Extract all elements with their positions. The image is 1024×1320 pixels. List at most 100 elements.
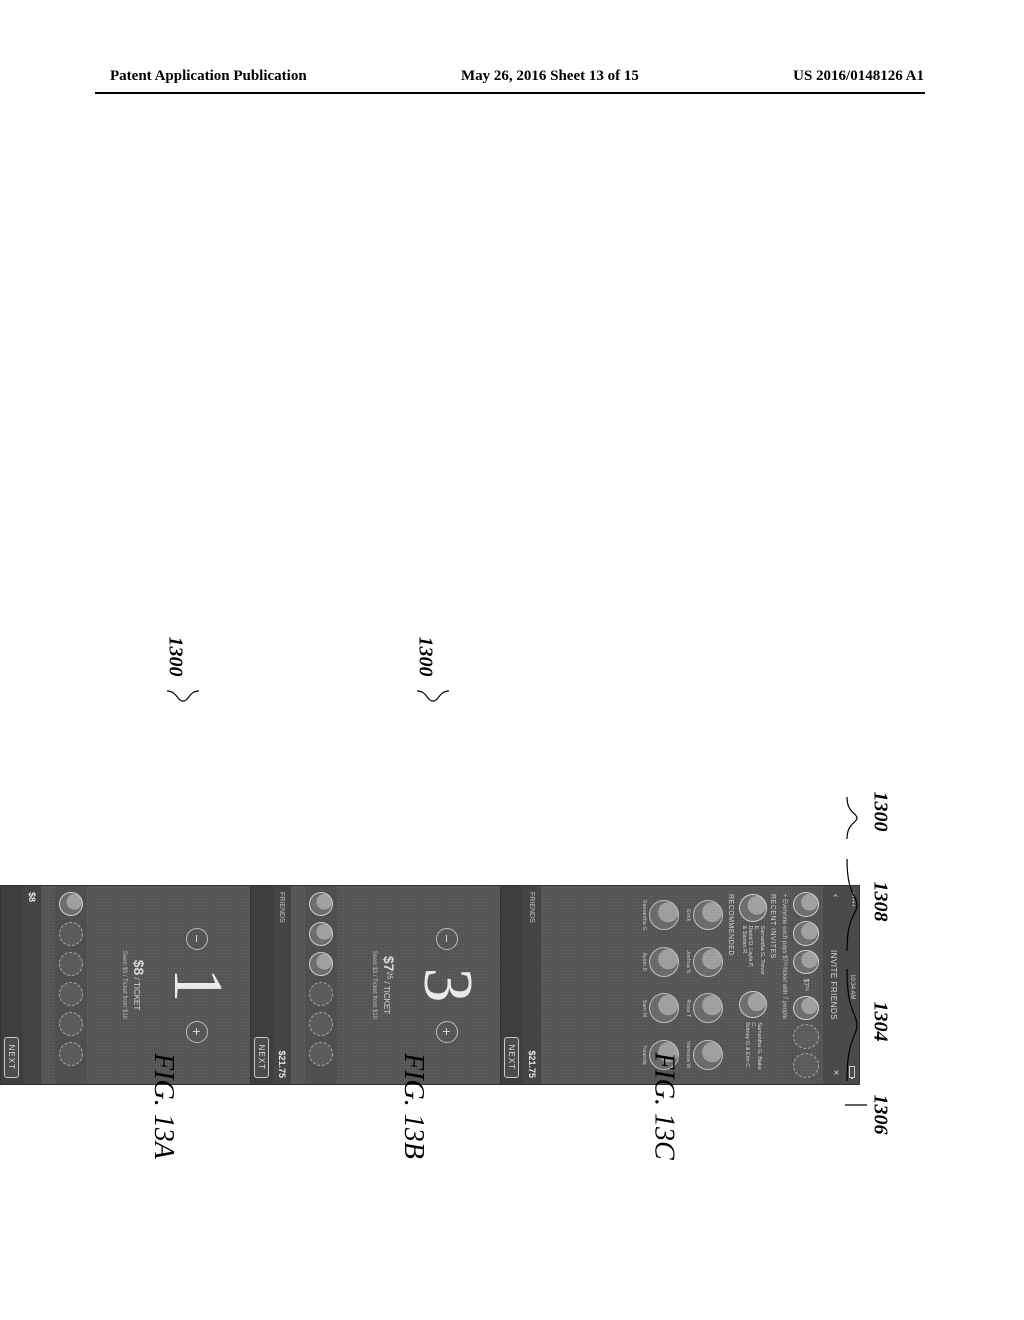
next-row: NEXT <box>501 886 523 1084</box>
rnr1: Samantha G, Blake C, <box>750 1022 762 1076</box>
next-button[interactable]: NEXT <box>505 1037 520 1078</box>
bottom-bar: $8 <box>23 886 41 1084</box>
price-hint: Seen $3 / Ticket from $10 <box>371 886 377 1084</box>
total-amount: $21.75 <box>277 1050 287 1078</box>
next-button[interactable]: NEXT <box>255 1037 270 1078</box>
recent-names-2: Samantha G, Blake C, Britney G & Erin C <box>744 1022 762 1076</box>
price-unit: / TICKET <box>132 978 141 1011</box>
recent-label: RECENT INVITES <box>769 886 779 1084</box>
next-row: NEXT <box>1 886 23 1084</box>
figure-stage: ••••• 10:34 AM BUY TICKETS × GET ON UP E… <box>95 155 925 1205</box>
friend-cell[interactable]: Joshua N <box>685 941 723 984</box>
ref-1300-b: 1300 <box>414 637 437 677</box>
recommended-label: RECOMMENDED <box>727 886 737 1084</box>
avatar-filled[interactable] <box>309 922 333 946</box>
title-bar: ‹ INVITE FRIENDS × <box>823 886 845 1084</box>
friend-name: Joshua N <box>685 950 691 973</box>
avatar-icon <box>693 1040 723 1070</box>
friend-name: Rosa T <box>685 999 691 1017</box>
total-amount: $21.75 <box>527 1050 537 1078</box>
friend-name: Sam M <box>641 1000 647 1017</box>
avatar-empty[interactable] <box>309 1042 333 1066</box>
recent-group-2[interactable]: Samantha G, Blake C, Britney G & Erin C <box>739 991 767 1076</box>
next-row: NEXT <box>251 886 273 1084</box>
friend-cell[interactable]: Erick <box>685 894 723 937</box>
friend-cell[interactable]: Vanessa W <box>685 1034 723 1077</box>
rn1: Samantha G, Trevor E, <box>753 926 765 981</box>
bottom-bar: FRIENDS $21.75 <box>273 886 291 1084</box>
friend-name: Vanessa W <box>685 1041 691 1069</box>
avatar-empty[interactable] <box>59 1042 83 1066</box>
avatar-empty[interactable] <box>309 1012 333 1036</box>
avatar-icon <box>693 947 723 977</box>
ticket-count: 1 <box>162 968 232 1003</box>
recent-row: Samantha G, Trevor E, David D, Layla P, … <box>737 886 769 1084</box>
next-button[interactable]: NEXT <box>5 1037 20 1078</box>
avatar-filled[interactable] <box>793 892 819 917</box>
price-unit: / TICKET <box>382 981 391 1014</box>
strip-price: $7²⁵ <box>803 978 810 991</box>
avatar-strip <box>55 886 87 1084</box>
rn2: David D, Layla P, <box>747 926 753 981</box>
recent-names-1: Samantha G, Trevor E, David D, Layla P, … <box>741 926 765 981</box>
avatar-icon <box>739 991 767 1019</box>
minus-button[interactable]: − <box>436 928 458 950</box>
price-main: $7 <box>381 956 397 972</box>
avatar-icon <box>739 894 767 922</box>
price-row: $8 / TICKET <box>131 886 147 1084</box>
friend-cell[interactable]: Rosa T <box>685 987 723 1030</box>
avatar-empty[interactable] <box>59 922 83 946</box>
friend-cell[interactable]: Samantha G <box>641 894 679 937</box>
ticket-count: 3 <box>412 968 482 1003</box>
avatar-filled[interactable] <box>793 996 819 1021</box>
price-main: $8 <box>131 960 147 976</box>
avatar-icon <box>649 900 679 930</box>
plus-button[interactable]: + <box>186 1021 208 1043</box>
back-icon[interactable]: ‹ <box>830 894 841 898</box>
avatar-empty[interactable] <box>793 1053 819 1078</box>
plus-button[interactable]: + <box>436 1021 458 1043</box>
minus-button[interactable]: − <box>186 928 208 950</box>
avatar-empty[interactable] <box>59 982 83 1006</box>
avatar-strip <box>305 886 337 1084</box>
avatar-icon <box>649 993 679 1023</box>
brace-icon <box>843 793 873 843</box>
brace-icon <box>843 855 873 955</box>
avatar-empty[interactable] <box>59 1012 83 1036</box>
avatar-empty[interactable] <box>309 982 333 1006</box>
avatar-filled[interactable] <box>793 921 819 946</box>
header-rule <box>95 92 925 94</box>
friend-cell[interactable]: Aysin B <box>641 941 679 984</box>
friends-label: FRIENDS <box>279 892 286 923</box>
rnr2: Britney G & Erin C <box>744 1022 750 1076</box>
header-center: May 26, 2016 Sheet 13 of 15 <box>461 68 639 85</box>
total-amount: $8 <box>27 892 37 902</box>
patent-header: Patent Application Publication May 26, 2… <box>0 68 1024 85</box>
recent-group-1[interactable]: Samantha G, Trevor E, David D, Layla P, … <box>739 894 767 981</box>
price-sup: 25 <box>386 971 393 979</box>
friend-name: Erick <box>685 909 691 921</box>
avatar-icon <box>693 900 723 930</box>
header-left: Patent Application Publication <box>110 68 307 85</box>
brace-icon <box>843 965 873 1085</box>
avatar-empty[interactable] <box>59 952 83 976</box>
friends-label: FRIENDS <box>529 892 536 923</box>
brace-icon <box>413 687 453 727</box>
friend-cell[interactable]: Sam M <box>641 987 679 1030</box>
avatar-filled[interactable] <box>793 950 819 975</box>
avatar-empty[interactable] <box>793 1024 819 1049</box>
avatar-filled[interactable] <box>309 952 333 976</box>
fig-label-13c: FIG. 13C <box>648 1052 680 1159</box>
brace-icon <box>163 687 203 727</box>
ref-1300-a: 1300 <box>164 637 187 677</box>
close-icon[interactable]: × <box>830 1070 841 1076</box>
bottom-bar: FRIENDS $21.75 <box>523 886 541 1084</box>
title-text: INVITE FRIENDS <box>830 950 839 1020</box>
header-right: US 2016/0148126 A1 <box>793 68 924 85</box>
avatar-filled[interactable] <box>309 892 333 916</box>
fig-label-13a: FIG. 13A <box>147 1053 179 1159</box>
avatar-filled[interactable] <box>59 892 83 916</box>
friend-name: Samantha G <box>641 900 647 931</box>
screen-13c: ••••• 10:34 AM ‹ INVITE FRIENDS × $7²⁵ +… <box>500 885 860 1085</box>
friend-name: Aysin B <box>641 952 647 971</box>
